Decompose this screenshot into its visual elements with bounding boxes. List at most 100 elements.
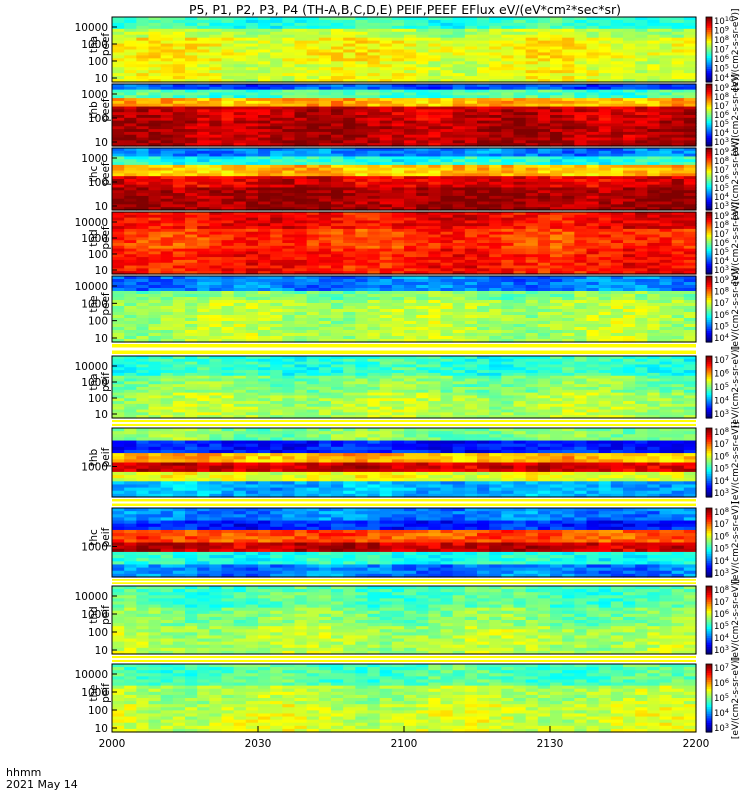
heatmap-cell	[306, 265, 320, 269]
heatmap-cell	[343, 259, 356, 264]
heatmap-cell	[136, 268, 150, 272]
heatmap-cell	[294, 181, 308, 186]
heatmap-cell	[245, 73, 259, 77]
heatmap-cell	[112, 76, 125, 80]
heatmap-cell	[160, 159, 174, 163]
heatmap-cell	[562, 220, 575, 224]
heatmap-cell	[197, 46, 210, 51]
heatmap-cell	[148, 46, 162, 51]
heatmap-cell	[416, 84, 429, 88]
heatmap-cell	[464, 103, 478, 108]
heatmap-cell	[148, 106, 162, 110]
heatmap-cell	[440, 150, 454, 155]
heatmap-cell	[416, 288, 429, 292]
heatmap-cell	[416, 98, 429, 102]
heatmap-cell	[464, 73, 478, 77]
heatmap-cell	[355, 262, 369, 267]
heatmap-cell	[635, 207, 648, 211]
heatmap-cell	[477, 271, 490, 275]
heatmap-cell	[440, 245, 454, 250]
heatmap-cell	[525, 288, 539, 292]
heatmap-cell	[513, 243, 527, 247]
heatmap-cell	[221, 217, 235, 222]
heatmap-cell	[391, 245, 405, 250]
heatmap-cell	[525, 226, 539, 230]
heatmap-cell	[440, 164, 454, 169]
heatmap-cell	[148, 117, 162, 122]
heatmap-cell	[598, 156, 612, 160]
heatmap-cell	[112, 126, 125, 130]
heatmap-cell	[501, 55, 515, 59]
heatmap-cell	[537, 98, 551, 102]
heatmap-cell	[440, 259, 454, 264]
heatmap-cell	[331, 120, 344, 125]
heatmap-cell	[209, 95, 223, 99]
heatmap-cell	[452, 153, 466, 158]
heatmap-cell	[306, 228, 320, 233]
heatmap-cell	[513, 303, 527, 307]
heatmap-cell	[464, 179, 478, 183]
heatmap-cell	[683, 126, 697, 130]
colorbar-swatch	[706, 212, 712, 215]
heatmap-cell	[209, 52, 223, 56]
heatmap-cell	[124, 170, 137, 174]
heatmap-cell	[112, 112, 125, 116]
heatmap-cell	[197, 64, 210, 68]
heatmap-cell	[477, 84, 490, 88]
heatmap-cell	[647, 300, 661, 304]
heatmap-cell	[440, 193, 454, 197]
heatmap-cell	[221, 237, 235, 241]
heatmap-cell	[112, 170, 125, 174]
heatmap-cell	[440, 137, 454, 141]
heatmap-cell	[659, 245, 673, 250]
heatmap-cell	[245, 106, 259, 110]
heatmap-cell	[598, 22, 612, 27]
heatmap-cell	[501, 137, 515, 141]
heatmap-cell	[221, 37, 235, 42]
heatmap-cell	[416, 303, 429, 307]
heatmap-cell	[160, 95, 174, 99]
heatmap-cell	[136, 228, 150, 233]
heatmap-cell	[160, 226, 174, 230]
heatmap-cell	[659, 257, 673, 261]
heatmap-cell	[477, 58, 490, 62]
heatmap-cell	[294, 212, 308, 216]
heatmap-cell	[245, 31, 259, 36]
heatmap-cell	[136, 245, 150, 250]
heatmap-cell	[209, 126, 223, 130]
panel-probe-label: thb	[88, 101, 100, 119]
heatmap-cell	[513, 25, 527, 30]
heatmap-cell	[501, 131, 515, 136]
heatmap-cell	[610, 167, 624, 172]
heatmap-cell	[428, 279, 442, 283]
heatmap-cell	[185, 31, 198, 36]
heatmap-cell	[282, 37, 296, 42]
heatmap-cell	[172, 109, 186, 113]
heatmap-cell	[367, 228, 381, 233]
heatmap-cell	[379, 134, 393, 139]
heatmap-cell	[562, 265, 575, 269]
heatmap-cell	[355, 137, 369, 141]
heatmap-cell	[416, 89, 429, 94]
heatmap-cell	[270, 248, 283, 253]
heatmap-cell	[318, 176, 332, 180]
heatmap-cell	[635, 58, 648, 62]
heatmap-cell	[501, 100, 515, 105]
heatmap-cell	[172, 248, 186, 253]
heatmap-cell	[550, 112, 563, 116]
heatmap-cell	[343, 257, 356, 261]
heatmap-cell	[355, 190, 369, 194]
heatmap-cell	[282, 137, 296, 141]
heatmap-cell	[294, 294, 308, 298]
heatmap-cell	[379, 195, 393, 200]
heatmap-cell	[258, 143, 271, 147]
heatmap-cell	[416, 212, 429, 216]
heatmap-cell	[513, 100, 527, 105]
heatmap-cell	[562, 195, 575, 200]
heatmap-cell	[659, 271, 673, 275]
heatmap-cell	[148, 143, 162, 147]
heatmap-cell	[258, 257, 271, 261]
heatmap-cell	[537, 306, 551, 310]
heatmap-cell	[136, 190, 150, 194]
heatmap-cell	[683, 170, 697, 174]
